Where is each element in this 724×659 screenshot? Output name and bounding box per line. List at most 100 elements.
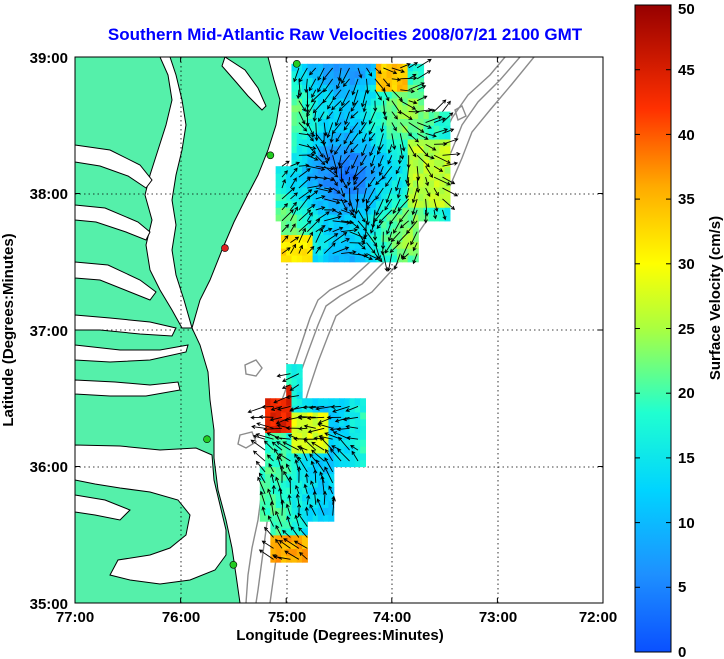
velocity-cell [312,159,319,167]
velocity-cell [402,145,409,154]
velocity-cell [302,166,308,174]
velocity-arrow [345,166,350,176]
velocity-arrow [387,231,393,242]
velocity-cell [360,459,366,468]
velocity-cell [275,473,282,481]
velocity-cell [354,405,361,413]
velocity-arrow [324,176,335,182]
velocity-cell [354,439,361,447]
velocity-arrow [278,453,291,462]
velocity-cell [265,418,271,427]
velocity-cell [397,173,403,181]
y-tick-label: 36:00 [30,459,68,476]
velocity-cell [286,459,293,468]
velocity-arrow [412,253,418,265]
velocity-cell [375,111,382,120]
velocity-arrow [391,122,397,132]
velocity-cell [397,213,403,222]
velocity-arrow [374,89,382,101]
velocity-arrow [298,227,306,243]
velocity-cell [275,425,282,433]
velocity-cell [344,459,351,468]
velocity-cell [259,500,266,509]
velocity-cell [354,84,361,92]
velocity-cell [412,138,419,147]
velocity-cell [344,418,351,427]
colorbar [634,4,672,653]
velocity-cell [407,173,414,181]
velocity-cell [339,213,345,222]
velocity-arrow [315,195,326,200]
velocity-cell [296,104,303,113]
velocity-cell [391,248,398,256]
velocity-cell [307,241,314,249]
velocity-arrow [340,198,348,212]
velocity-arrow [433,128,449,134]
velocity-cell [370,84,377,92]
velocity-arrow [442,151,461,157]
velocity-cell [349,138,356,147]
velocity-cell [307,405,314,413]
velocity-cell [439,125,446,133]
velocity-cell [354,63,361,72]
velocity-arrow [416,166,421,181]
velocity-cell [307,418,314,427]
velocity-cell [270,527,277,536]
velocity-cell [375,118,382,126]
velocity-arrow [277,406,291,411]
velocity-cell [418,173,425,181]
velocity-cell [270,514,277,522]
velocity-arrow [433,187,439,197]
velocity-cell [312,118,319,126]
velocity-cell [312,77,319,85]
velocity-arrow [290,236,300,244]
velocity-cell [428,166,435,174]
velocity-cell [302,555,308,563]
velocity-cell [317,186,324,195]
velocity-cell [317,254,324,263]
velocity-arrow [271,484,276,494]
velocity-cell [397,220,403,229]
velocity-arrow [393,253,401,271]
velocity-cell [317,152,324,160]
velocity-cell [317,125,324,133]
velocity-cell [397,125,403,133]
velocity-cell [286,439,293,447]
velocity-arrow [385,176,393,187]
velocity-arrow [342,78,350,88]
velocity-arrow [318,434,333,440]
velocity-cell [302,70,308,79]
velocity-arrow [293,540,308,549]
velocity-arrow [281,178,286,189]
velocity-cell [402,138,409,147]
velocity-arrow [408,122,425,133]
velocity-cell [412,159,419,167]
velocity-cell [375,241,382,249]
velocity-arrow [275,510,283,527]
velocity-cell [312,193,319,201]
velocity-cell [370,145,377,154]
velocity-cell [434,118,440,126]
velocity-cell [265,405,271,413]
velocity-cell [323,152,330,160]
velocity-cell [386,152,393,160]
velocity-arrow [392,198,401,215]
velocity-cell [418,152,425,160]
velocity-cell [333,207,340,215]
velocity-cell [302,500,308,509]
velocity-cell [323,213,330,222]
velocity-cell [365,111,372,120]
velocity-cell [354,91,361,99]
velocity-cell [391,166,398,174]
velocity-cell [339,84,345,92]
velocity-cell [354,125,361,133]
velocity-cell [317,452,324,461]
velocity-cell [339,446,345,454]
velocity-cell [280,521,287,529]
velocity-arrow [285,463,291,473]
velocity-cell [275,466,282,474]
velocity-cell [365,207,372,215]
velocity-arrow [332,209,343,215]
velocity-cell [317,173,324,181]
velocity-cell [328,480,335,488]
